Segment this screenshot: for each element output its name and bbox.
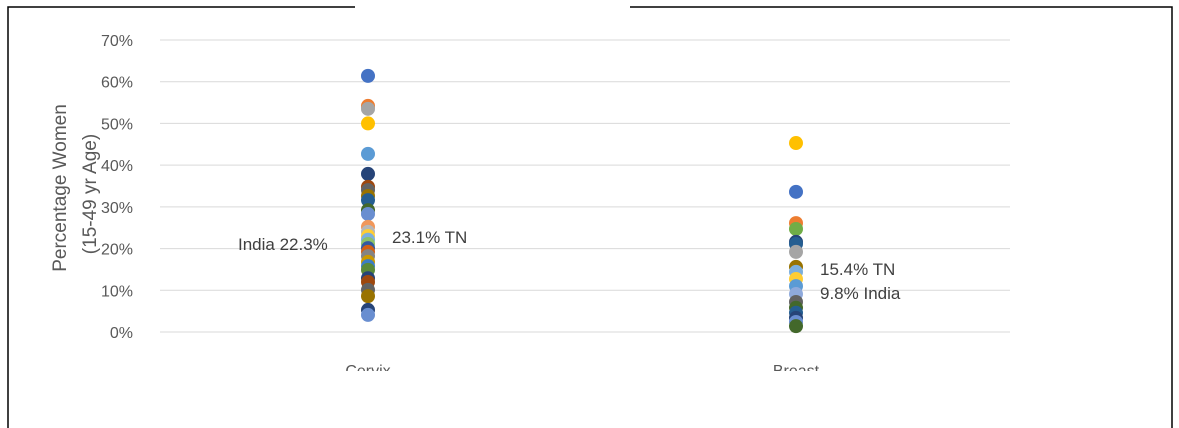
data-point bbox=[789, 136, 803, 151]
data-point bbox=[789, 244, 803, 259]
data-point bbox=[361, 101, 375, 116]
data-point bbox=[789, 184, 803, 199]
y-tick-label: 70% bbox=[101, 33, 133, 50]
y-tick-label: 50% bbox=[101, 116, 133, 133]
y-axis-label: Percentage Women bbox=[50, 104, 71, 272]
y-axis-label: (15-49 yr Age) bbox=[80, 134, 101, 254]
data-point bbox=[789, 319, 803, 334]
frame bbox=[7, 6, 1173, 428]
y-tick-label: 20% bbox=[101, 242, 133, 259]
y-tick-label: 30% bbox=[101, 200, 133, 217]
y-tick-label: 0% bbox=[110, 325, 133, 342]
y-tick-label: 10% bbox=[101, 283, 133, 300]
x-tick-label: Breast bbox=[773, 363, 820, 380]
y-tick-label: 60% bbox=[101, 75, 133, 92]
data-point bbox=[361, 307, 375, 322]
annotation: 23.1% TN bbox=[392, 228, 467, 247]
annotation: 15.4% TN bbox=[820, 260, 895, 279]
data-point bbox=[361, 206, 375, 221]
x-axis: Cervix Breast bbox=[345, 363, 820, 380]
data-point bbox=[361, 68, 375, 83]
data-point bbox=[361, 289, 375, 304]
x-tick-label: Cervix bbox=[345, 363, 390, 380]
data-point bbox=[361, 146, 375, 161]
annotation: 9.8% India bbox=[820, 284, 901, 303]
data-point bbox=[789, 221, 803, 236]
data-point bbox=[361, 166, 375, 181]
data-point bbox=[361, 193, 375, 208]
y-tick-label: 40% bbox=[101, 158, 133, 175]
data-point bbox=[361, 116, 375, 131]
annotation: India 22.3% bbox=[238, 235, 328, 254]
